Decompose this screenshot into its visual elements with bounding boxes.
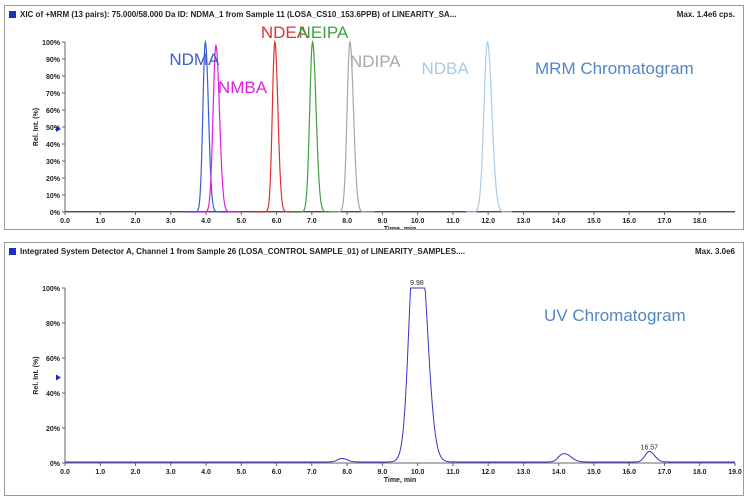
x-tick-label: 16.0 <box>622 469 636 476</box>
peak-trace-ndma <box>184 39 231 213</box>
mrm-panel-header: XIC of +MRM (13 pairs): 75.000/58.000 Da… <box>5 6 743 24</box>
x-tick-label: 13.0 <box>517 218 531 225</box>
x-tick-label: 6.0 <box>272 218 282 225</box>
x-tick-label: 1.0 <box>95 469 105 476</box>
y-tick-label: 0% <box>50 210 61 217</box>
x-tick-label: 3.0 <box>166 218 176 225</box>
y-tick-label: 80% <box>46 321 61 328</box>
x-tick-label: 16.0 <box>622 218 636 225</box>
mrm-chromatogram-panel: XIC of +MRM (13 pairs): 75.000/58.000 Da… <box>4 5 744 230</box>
chart-title: UV Chromatogram <box>544 306 686 325</box>
peak-label-nmba: NMBA <box>218 78 268 97</box>
uv-panel-title: Integrated System Detector A, Channel 1 … <box>20 247 465 256</box>
uv-max-intensity: Max. 3.0e6 <box>694 247 735 256</box>
x-tick-label: 0.0 <box>60 469 70 476</box>
y-tick-label: 70% <box>46 91 61 98</box>
y-tick-label: 60% <box>46 108 61 115</box>
x-tick-label: 10.0 <box>411 469 425 476</box>
x-tick-label: 5.0 <box>236 469 246 476</box>
x-tick-label: 7.0 <box>307 469 317 476</box>
uv-trace <box>65 287 735 463</box>
mrm-max-intensity: Max. 1.4e6 cps. <box>676 10 735 19</box>
peak-rt-label: 16.57 <box>641 445 659 452</box>
y-tick-label: 0% <box>50 461 61 468</box>
x-tick-label: 7.0 <box>307 218 317 225</box>
x-tick-label: 11.0 <box>446 469 459 476</box>
y-tick-label: 90% <box>46 57 61 64</box>
peak-trace-ndipa <box>328 40 375 213</box>
peak-rt-label: 9.98 <box>410 280 424 287</box>
mrm-chart[interactable]: 0% 10% 20% 30% 40% 50% 60% 70% 80% 90% 100% 0.0 1.0 2… <box>5 6 743 229</box>
y-axis-label: Rel. Int. (%) <box>33 108 40 146</box>
chart-title: MRM Chromatogram <box>535 59 694 78</box>
peak-label-ndipa: NDIPA <box>350 52 401 71</box>
y-tick-label: 40% <box>46 391 61 398</box>
x-tick-label: 9.0 <box>378 469 388 476</box>
y-tick-label: 20% <box>46 426 61 433</box>
x-tick-label: 15.0 <box>587 469 601 476</box>
axis-marker-icon <box>56 374 61 381</box>
x-tick-label: 19.0 <box>728 469 742 476</box>
x-tick-label: 17.0 <box>658 218 672 225</box>
panel-marker-icon <box>9 248 16 255</box>
x-tick-label: 17.0 <box>658 469 672 476</box>
x-tick-label: 14.0 <box>552 218 566 225</box>
x-tick-label: 3.0 <box>166 469 176 476</box>
peak-label-ndba: NDBA <box>421 59 469 78</box>
y-tick-label: 40% <box>46 142 61 149</box>
y-tick-label: 10% <box>46 193 61 200</box>
x-tick-label: 12.0 <box>481 469 495 476</box>
y-tick-label: 50% <box>46 125 61 132</box>
x-tick-label: 6.0 <box>272 469 282 476</box>
x-tick-label: 0.0 <box>60 218 70 225</box>
uv-chromatogram-panel: Integrated System Detector A, Channel 1 … <box>4 242 744 496</box>
uv-panel-header: Integrated System Detector A, Channel 1 … <box>5 243 743 261</box>
x-tick-label: 18.0 <box>693 469 707 476</box>
x-tick-label: 8.0 <box>342 218 352 225</box>
y-tick-label: 20% <box>46 176 61 183</box>
mrm-panel-title: XIC of +MRM (13 pairs): 75.000/58.000 Da… <box>20 10 457 19</box>
y-tick-label: 100% <box>42 40 61 47</box>
y-axis-label: Rel. Int. (%) <box>33 356 40 394</box>
y-tick-label: 80% <box>46 74 61 81</box>
peak-trace-neipa <box>291 40 338 213</box>
x-tick-label: 9.0 <box>378 218 388 225</box>
x-axis-label: Time, min <box>384 226 417 229</box>
peak-trace-ndba <box>466 40 513 213</box>
x-tick-label: 1.0 <box>95 218 105 225</box>
x-tick-label: 8.0 <box>342 469 352 476</box>
x-axis-label: Time, min <box>384 477 417 484</box>
peak-trace-ndea <box>253 39 300 213</box>
panel-marker-icon <box>9 11 16 18</box>
x-tick-label: 4.0 <box>201 218 211 225</box>
x-tick-label: 12.0 <box>481 218 495 225</box>
y-tick-label: 100% <box>42 286 61 293</box>
x-tick-label: 14.0 <box>552 469 566 476</box>
x-tick-label: 13.0 <box>517 469 531 476</box>
x-tick-label: 2.0 <box>131 218 141 225</box>
peak-trace-nmba <box>194 43 241 213</box>
x-tick-label: 15.0 <box>587 218 601 225</box>
x-tick-label: 4.0 <box>201 469 211 476</box>
x-tick-label: 10.0 <box>411 218 425 225</box>
axis-marker-icon <box>56 126 61 132</box>
peak-label-ndma: NDMA <box>169 50 220 69</box>
x-tick-label: 11.0 <box>446 218 459 225</box>
uv-chart[interactable]: 0% 20% 40% 60% 80% 100% 0.0 1.0 2.0 3.0 4.0 5.0 6.0 7… <box>5 243 743 495</box>
x-tick-label: 2.0 <box>131 469 141 476</box>
x-tick-label: 5.0 <box>236 218 246 225</box>
y-tick-label: 60% <box>46 356 61 363</box>
y-tick-label: 30% <box>46 159 61 166</box>
peak-label-ndea: NDEA <box>261 23 309 42</box>
x-tick-label: 18.0 <box>693 218 707 225</box>
peak-label-neipa: NEIPA <box>299 23 349 42</box>
